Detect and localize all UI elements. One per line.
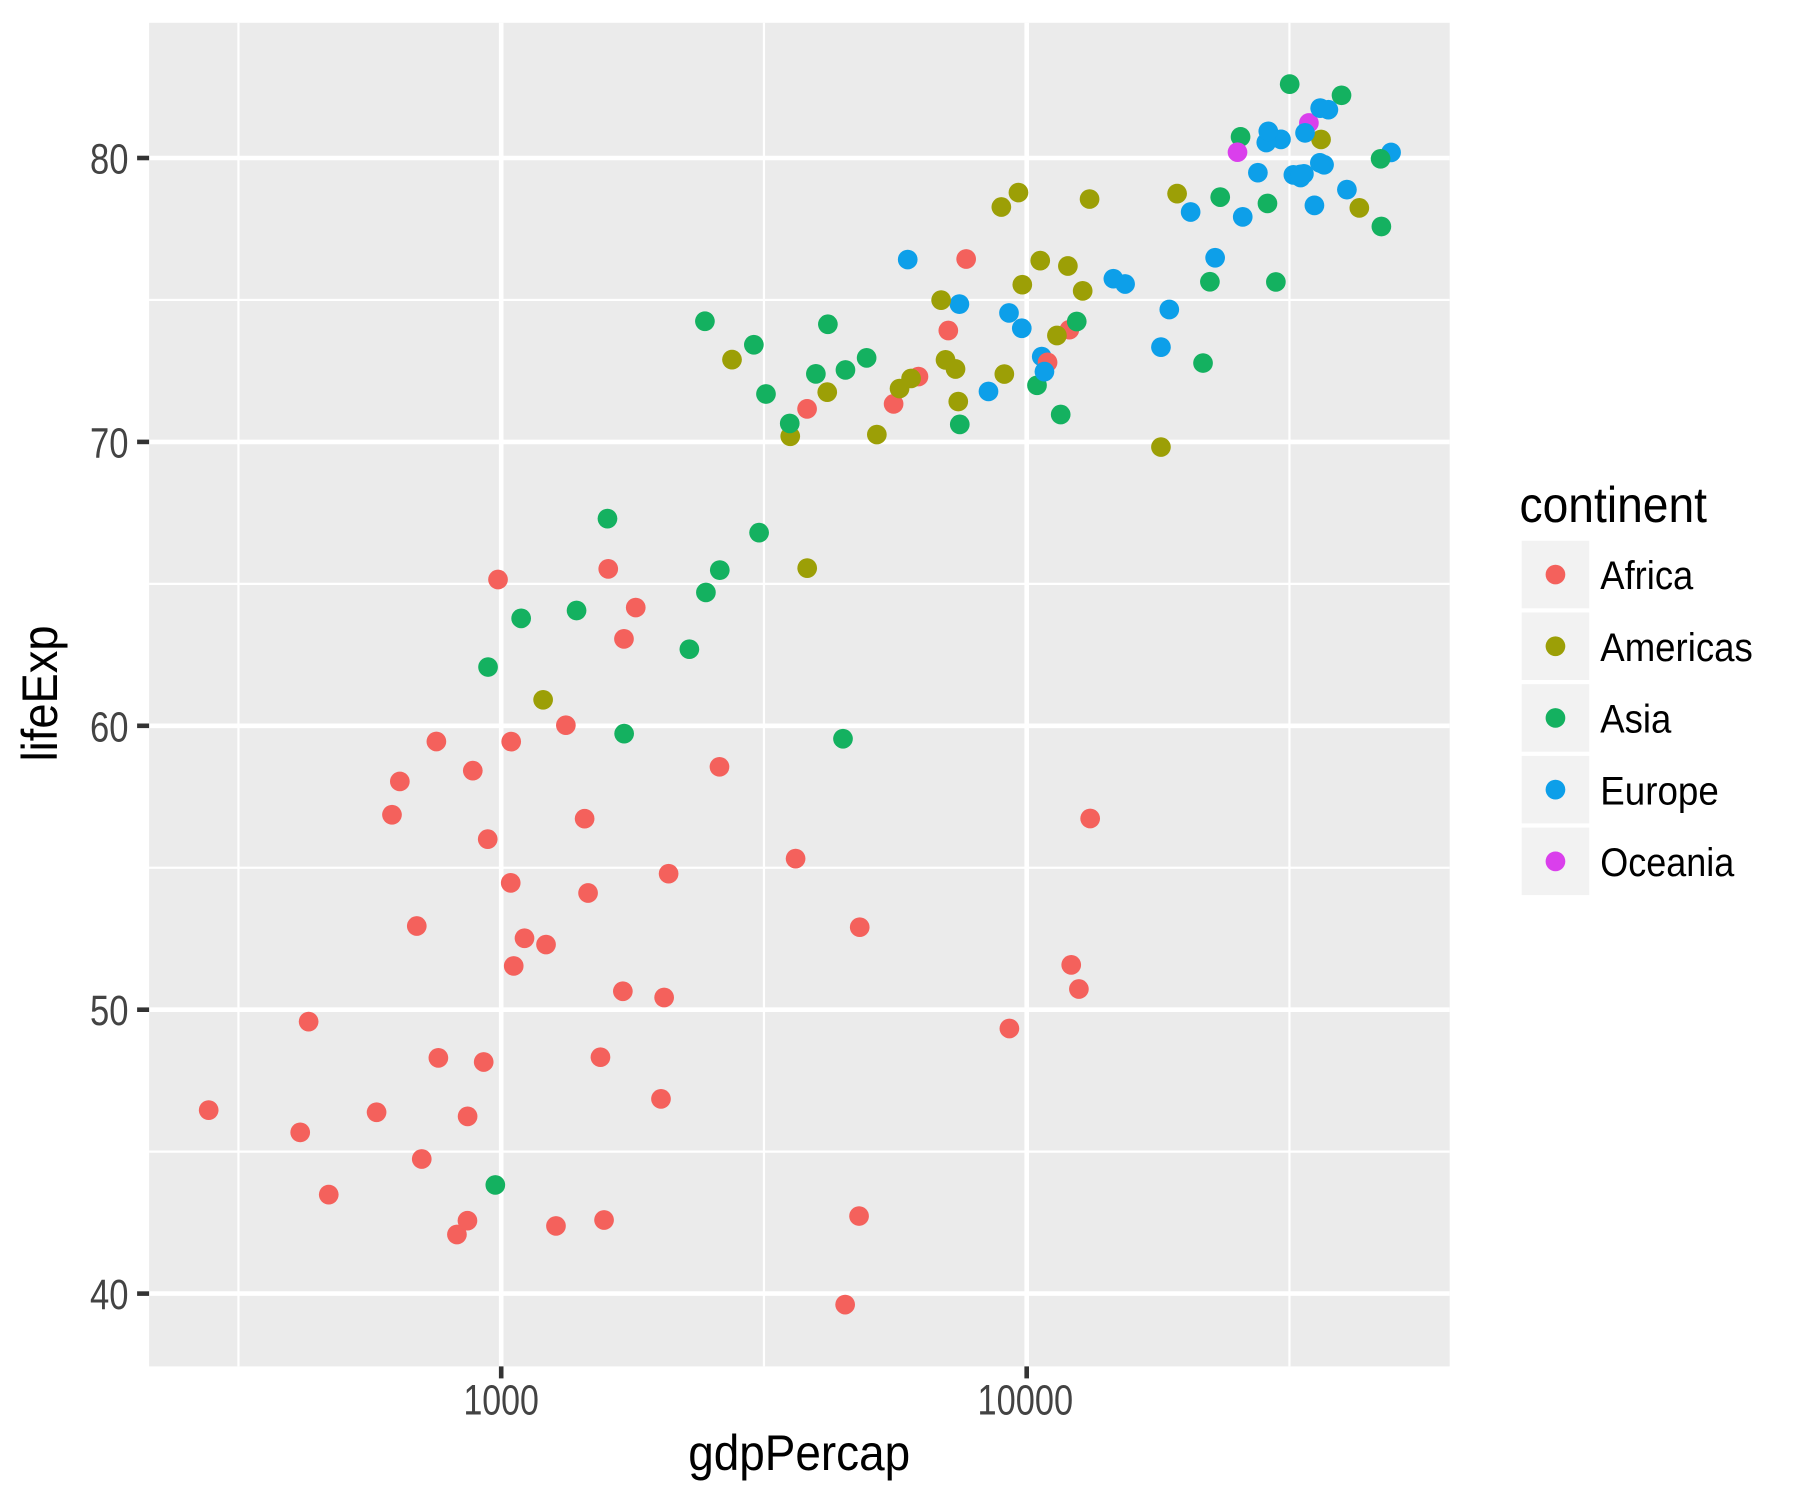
svg-text:40: 40 xyxy=(90,1271,129,1319)
svg-text:lifeExp: lifeExp xyxy=(12,625,68,761)
svg-text:gdpPercap: gdpPercap xyxy=(688,1425,910,1481)
svg-text:70: 70 xyxy=(90,419,129,467)
svg-text:Africa: Africa xyxy=(1600,554,1694,598)
svg-text:Asia: Asia xyxy=(1600,698,1672,742)
svg-text:50: 50 xyxy=(90,987,129,1035)
svg-text:Europe: Europe xyxy=(1600,769,1719,813)
svg-text:continent: continent xyxy=(1520,477,1708,533)
svg-text:1000: 1000 xyxy=(463,1376,539,1424)
svg-text:Americas: Americas xyxy=(1600,626,1753,670)
svg-text:60: 60 xyxy=(90,703,129,751)
svg-text:Oceania: Oceania xyxy=(1600,841,1735,885)
svg-text:80: 80 xyxy=(90,136,129,184)
svg-text:10000: 10000 xyxy=(978,1376,1074,1424)
